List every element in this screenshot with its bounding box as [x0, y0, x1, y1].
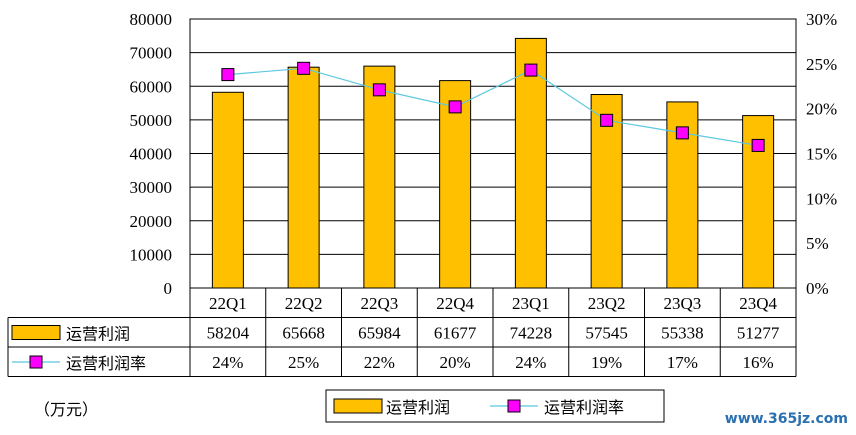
data-label: 65668 [282, 324, 325, 343]
table-row-header: 运营利润率 [66, 354, 146, 373]
line-marker [524, 63, 538, 77]
y-right-tick-label: 20% [806, 100, 837, 119]
x-tick-label: 22Q4 [436, 294, 474, 313]
x-tick-label: 23Q4 [739, 294, 777, 313]
bar [439, 80, 472, 289]
data-label: 65984 [358, 324, 401, 343]
data-label: 51277 [737, 324, 780, 343]
data-label: 55338 [661, 324, 704, 343]
watermark: www.365jz.com [724, 411, 848, 427]
y-right-tick-label: 0% [806, 279, 829, 298]
line-marker [297, 61, 311, 75]
bar [590, 94, 623, 289]
legend-label: 运营利润率 [544, 398, 624, 417]
data-label: 61677 [434, 324, 477, 343]
data-label: 19% [591, 353, 622, 372]
unit-label: （万元） [34, 400, 99, 419]
line-marker [221, 68, 235, 82]
data-label: 24% [212, 353, 243, 372]
line-marker [751, 138, 765, 152]
line-marker [675, 126, 689, 140]
bar [363, 65, 396, 289]
x-tick-label: 23Q3 [663, 294, 701, 313]
bar [287, 66, 320, 289]
data-label: 74228 [510, 324, 553, 343]
x-tick-label: 22Q2 [285, 294, 323, 313]
bar [514, 37, 547, 289]
x-tick-label: 22Q1 [209, 294, 247, 313]
line-marker [372, 83, 386, 97]
y-left-tick-label: 10000 [130, 245, 173, 264]
x-tick-label: 22Q3 [360, 294, 398, 313]
data-label: 16% [743, 353, 774, 372]
data-label: 57545 [585, 324, 628, 343]
y-left-tick-label: 20000 [130, 212, 173, 231]
table-row-header: 运营利润 [66, 325, 130, 344]
y-left-tick-label: 50000 [130, 111, 173, 130]
line-marker [600, 113, 614, 127]
y-right-tick-label: 25% [806, 55, 837, 74]
bar [211, 91, 244, 289]
legend-marker-icon [507, 399, 521, 413]
y-left-tick-label: 70000 [130, 44, 173, 63]
series-line [227, 67, 759, 147]
data-label: 25% [288, 353, 319, 372]
y-right-tick-label: 5% [806, 234, 829, 253]
data-label: 58204 [207, 324, 250, 343]
data-label: 24% [515, 353, 546, 372]
y-right-tick-label: 15% [806, 145, 837, 164]
x-tick-label: 23Q2 [588, 294, 626, 313]
table-key-marker-icon [29, 355, 43, 369]
line-marker [448, 100, 462, 114]
legend-bar-icon [333, 398, 383, 414]
x-tick-label: 23Q1 [512, 294, 550, 313]
data-label: 20% [440, 353, 471, 372]
y-right-tick-label: 10% [806, 189, 837, 208]
y-left-tick-label: 30000 [130, 178, 173, 197]
data-label: 22% [364, 353, 395, 372]
y-left-tick-label: 80000 [130, 10, 173, 29]
y-right-tick-label: 30% [806, 10, 837, 29]
data-label: 17% [667, 353, 698, 372]
y-left-tick-label: 40000 [130, 145, 173, 164]
table-key-bar-icon [11, 325, 61, 340]
y-left-tick-label: 0 [164, 279, 173, 298]
legend-label: 运营利润 [386, 398, 450, 417]
y-left-tick-label: 60000 [130, 77, 173, 96]
